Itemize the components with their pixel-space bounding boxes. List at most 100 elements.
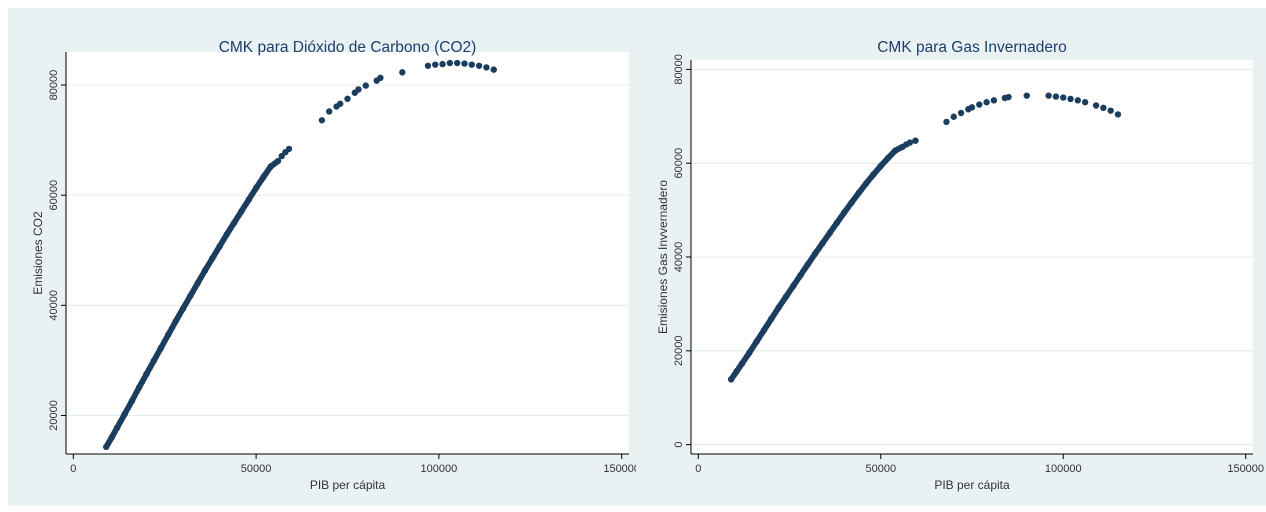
ghg-chart-point (968, 104, 976, 111)
ghg-chart: 0 50000 100000 150000020000400006000080000 … (636, 8, 1266, 506)
co2-chart-point (108, 434, 115, 441)
ghg-chart-point (1052, 93, 1060, 100)
ghg-chart-ticks: 0 50000 100000 150000 0 20000 40000 60000 80000 (673, 54, 1264, 475)
ghg-chart-point (768, 315, 775, 323)
co2-chart-point (267, 163, 274, 170)
co2-chart-point (252, 184, 260, 192)
ghg-chart-point (848, 199, 855, 206)
co2-chart-point (128, 397, 136, 405)
co2-chart-point (377, 74, 384, 82)
ghg-chart-point (1045, 92, 1052, 99)
co2-chart-x-tick-label: 50000 (241, 463, 272, 475)
ghg-chart-point (1081, 99, 1089, 106)
ghg-chart-point (819, 240, 826, 247)
co2-chart-point (326, 108, 333, 115)
co2-chart-x-tick-label: 100000 (421, 463, 458, 475)
co2-chart-x-tick-label: 150000 (603, 463, 640, 475)
ghg-chart-point (976, 101, 983, 108)
ghg-chart-point (906, 139, 914, 146)
ghg-chart-point (833, 219, 841, 226)
co2-chart-points (103, 59, 497, 451)
co2-chart-point (179, 305, 187, 312)
co2-chart-y-tick-label: 20000 (48, 400, 60, 431)
co2-chart-point (490, 66, 497, 73)
co2-chart-point (143, 370, 150, 378)
ghg-chart-point (1060, 94, 1067, 101)
co2-chart-y-tick-label: 80000 (48, 70, 60, 101)
co2-chart-point (223, 231, 231, 238)
ghg-chart-y-tick-label: 40000 (673, 242, 685, 273)
ghg-chart-x-label: PIB per cápita (934, 478, 1010, 492)
ghg-chart-y-tick-label: 20000 (673, 336, 685, 367)
co2-chart-point (344, 95, 351, 103)
co2-chart-title: CMK para Dióxido de Carbono (CO2) (219, 39, 477, 56)
co2-chart-point (238, 207, 245, 215)
co2-chart-point (399, 69, 406, 76)
co2-chart-point (157, 344, 165, 351)
co2-chart-point (424, 62, 432, 69)
co2-chart-point (483, 64, 490, 71)
co2-chart-point (285, 145, 293, 153)
co2-chart-point (165, 331, 172, 338)
co2-chart-point (113, 424, 121, 431)
co2-chart-point (355, 86, 362, 93)
ghg-chart-grid (691, 68, 1253, 446)
ghg-chart-point (775, 304, 782, 311)
co2-chart-point (446, 59, 454, 67)
co2-chart-y-tick-label: 60000 (48, 180, 60, 211)
co2-chart: 0 50000 100000 150000 20000 40000 60000 80000 C… (8, 8, 640, 506)
co2-chart-point (172, 318, 179, 325)
co2-chart-point (475, 62, 483, 69)
ghg-chart-y-tick-label: 80000 (673, 54, 685, 85)
ghg-chart-point (826, 229, 833, 237)
ghg-chart-point (912, 137, 919, 144)
co2-chart-point (216, 243, 223, 250)
ghg-chart-point (1067, 95, 1074, 103)
co2-chart-point (468, 61, 475, 68)
ghg-chart-point (789, 282, 797, 290)
co2-chart-axes (65, 52, 629, 455)
ghg-chart-title: CMK para Gas Invernadero (877, 39, 1067, 56)
ghg-chart-x-tick-label: 0 (695, 463, 701, 475)
ghg-chart-point (738, 360, 746, 367)
co2-chart-point (453, 59, 461, 67)
co2-chart-plot-area (66, 52, 629, 454)
ghg-chart-point (862, 180, 870, 187)
ghg-chart-point (1100, 104, 1107, 112)
ghg-chart-point (1023, 92, 1030, 99)
co2-chart-grid (66, 84, 629, 416)
co2-chart-y-label: Emisiones CO2 (31, 211, 45, 295)
ghg-chart-point (950, 113, 957, 120)
ghg-chart-point (1074, 97, 1082, 104)
ghg-chart-y-tick-label: 0 (673, 442, 685, 448)
ghg-chart-point (957, 109, 965, 117)
ghg-chart-y-tick-label: 60000 (673, 148, 685, 179)
co2-chart-point (103, 443, 110, 451)
co2-chart-point (187, 292, 194, 300)
co2-chart-point (209, 255, 216, 262)
co2-chart-point (121, 411, 128, 418)
co2-chart-point (461, 60, 468, 67)
ghg-chart-point (877, 162, 884, 170)
co2-chart-ticks: 0 50000 100000 150000 20000 40000 60000 80000 (48, 70, 640, 475)
ghg-chart-point (943, 118, 950, 126)
ghg-chart-point (746, 349, 753, 356)
ghg-chart-point (782, 293, 790, 301)
co2-chart-point (260, 173, 267, 181)
ghg-chart-point (983, 99, 990, 106)
ghg-chart-point (841, 209, 848, 216)
co2-chart-point (245, 196, 252, 203)
ghg-chart-point (811, 250, 819, 257)
co2-chart-x-label: PIB per cápita (310, 478, 386, 492)
co2-chart-point (336, 100, 344, 107)
co2-chart-x-tick-label: 0 (70, 463, 76, 475)
co2-chart-point (362, 82, 369, 89)
co2-chart-point (201, 267, 209, 274)
ghg-chart-point (1092, 102, 1100, 109)
co2-chart-point (135, 384, 143, 391)
ghg-chart-x-tick-label: 100000 (1045, 463, 1082, 475)
co2-chart-point (230, 219, 238, 226)
co2-chart-point (318, 117, 326, 124)
ghg-chart-point (804, 261, 811, 268)
ghg-chart-point (753, 338, 760, 345)
